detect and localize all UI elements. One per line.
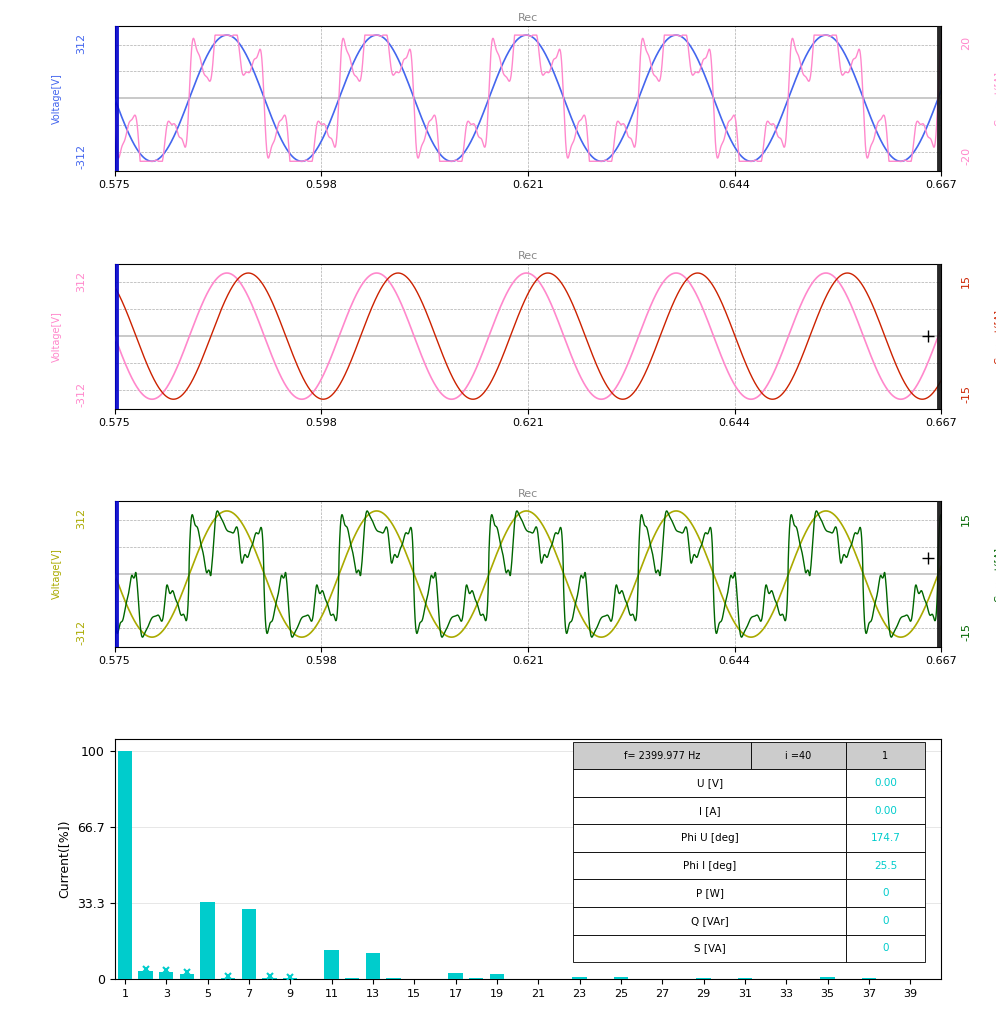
Bar [366,952,380,979]
Y-axis label: Current([%]): Current([%]) [59,820,72,898]
Bar [573,977,587,979]
Bar [242,909,256,979]
Text: -15: -15 [961,623,971,641]
Bar [847,824,924,852]
Text: Rec: Rec [518,12,538,23]
Text: I [A]: I [A] [699,806,720,816]
Text: Voltage[V]: Voltage[V] [52,311,62,362]
Text: Phi U [deg]: Phi U [deg] [681,833,739,844]
Text: Rec: Rec [518,251,538,260]
Bar [221,978,235,979]
Text: P [W]: P [W] [696,889,724,898]
Text: 312: 312 [77,271,87,291]
Text: Current([A]: Current([A] [994,546,996,602]
Bar [821,977,835,979]
Text: 15: 15 [961,511,971,526]
Bar [574,742,751,770]
Bar [448,973,463,979]
Bar [574,935,847,962]
Bar [574,907,847,935]
Text: U [V]: U [V] [696,778,723,788]
Bar [200,902,215,979]
Text: 0: 0 [882,943,888,953]
Bar [847,742,924,770]
Bar [614,977,628,979]
Bar [847,907,924,935]
Text: Rec: Rec [518,489,538,498]
Bar [574,879,847,907]
Bar [574,796,847,824]
Text: Phi I [deg]: Phi I [deg] [683,861,736,870]
Bar [159,972,173,979]
Bar [574,770,847,796]
Text: 0.00: 0.00 [873,806,896,816]
Bar [847,935,924,962]
Text: i =40: i =40 [786,750,812,761]
Text: 1: 1 [882,750,888,761]
Text: Voltage[V]: Voltage[V] [52,548,62,600]
Bar [574,852,847,879]
Bar [847,796,924,824]
Bar [751,742,847,770]
Bar [862,978,876,979]
Text: f= 2399.977 Hz: f= 2399.977 Hz [624,750,700,761]
Text: -15: -15 [961,385,971,403]
Text: -312: -312 [77,144,87,169]
Bar [847,852,924,879]
Text: 0: 0 [882,889,888,898]
Text: 0: 0 [882,915,888,926]
Text: Voltage[V]: Voltage[V] [52,73,62,124]
Bar [847,879,924,907]
Text: 20: 20 [961,36,971,50]
Bar [138,971,152,979]
Text: 15: 15 [961,274,971,288]
Bar [574,824,847,852]
Text: 312: 312 [77,508,87,530]
Text: 312: 312 [77,33,87,53]
Bar [490,975,504,979]
Bar [179,975,194,979]
Text: 25.5: 25.5 [873,861,897,870]
Text: -312: -312 [77,619,87,645]
Text: Current([A]: Current([A] [994,71,996,126]
Text: -20: -20 [961,148,971,165]
Bar [118,750,132,979]
Text: Current([A]: Current([A] [994,309,996,364]
Text: Q [VAr]: Q [VAr] [691,915,729,926]
Bar [325,950,339,979]
Bar [847,770,924,796]
Text: 174.7: 174.7 [871,833,900,844]
Text: S [VA]: S [VA] [694,943,726,953]
Text: -312: -312 [77,381,87,407]
Text: 0.00: 0.00 [873,778,896,788]
